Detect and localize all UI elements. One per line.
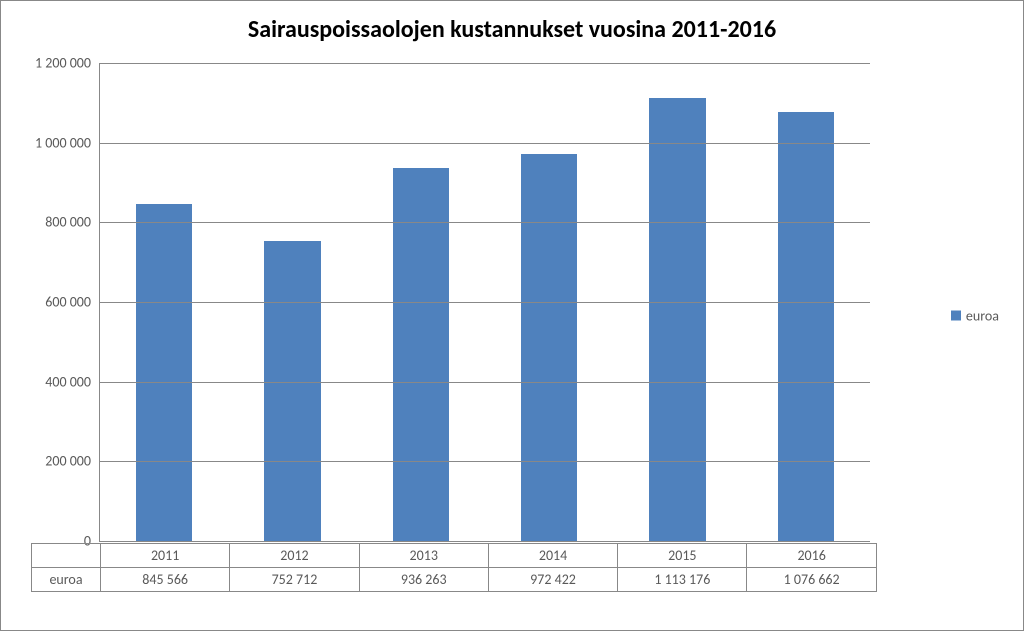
bar: [136, 204, 192, 541]
gridline: [100, 302, 870, 303]
y-axis-tick-label: 1 200 000: [1, 55, 91, 72]
y-axis-labels: 0200 000400 000600 000800 0001 000 0001 …: [1, 63, 91, 541]
chart-title: Sairauspoissaolojen kustannukset vuosina…: [1, 15, 1023, 44]
y-axis-tick-label: 1 000 000: [1, 134, 91, 151]
bar: [393, 168, 449, 541]
table-category-cell: 2015: [618, 544, 747, 568]
table-category-cell: 2016: [747, 544, 876, 568]
table-value-cell: 1 113 176: [618, 568, 747, 592]
table-value-cell: 936 263: [359, 568, 488, 592]
table-category-cell: 2013: [359, 544, 488, 568]
y-axis-tick-label: 200 000: [1, 453, 91, 470]
table-value-cell: 845 566: [101, 568, 230, 592]
y-axis-tick-label: 800 000: [1, 214, 91, 231]
table-value-cell: 972 422: [488, 568, 617, 592]
gridline: [100, 63, 870, 64]
chart-frame: Sairauspoissaolojen kustannukset vuosina…: [0, 0, 1024, 631]
gridline: [100, 461, 870, 462]
gridline: [100, 222, 870, 223]
table-corner-blank: [32, 544, 101, 568]
table-row: 2011 2012 2013 2014 2015 2016: [32, 544, 877, 568]
bar: [521, 154, 577, 541]
legend: euroa: [951, 307, 999, 324]
data-table: 2011 2012 2013 2014 2015 2016 euroa 845 …: [31, 543, 877, 592]
legend-label: euroa: [966, 307, 999, 324]
gridline: [100, 382, 870, 383]
table-row: euroa 845 566 752 712 936 263 972 422 1 …: [32, 568, 877, 592]
table-value-cell: 752 712: [230, 568, 359, 592]
table-category-cell: 2014: [488, 544, 617, 568]
table-value-cell: 1 076 662: [747, 568, 876, 592]
table-category-cell: 2012: [230, 544, 359, 568]
y-axis-tick-label: 400 000: [1, 373, 91, 390]
bar: [778, 112, 834, 541]
table-category-cell: 2011: [101, 544, 230, 568]
table-row-header: euroa: [32, 568, 101, 592]
legend-swatch-icon: [951, 311, 961, 321]
bar: [649, 98, 705, 541]
gridline: [100, 143, 870, 144]
bar: [264, 241, 320, 541]
plot-area: [99, 63, 870, 542]
y-axis-tick-label: 600 000: [1, 294, 91, 311]
